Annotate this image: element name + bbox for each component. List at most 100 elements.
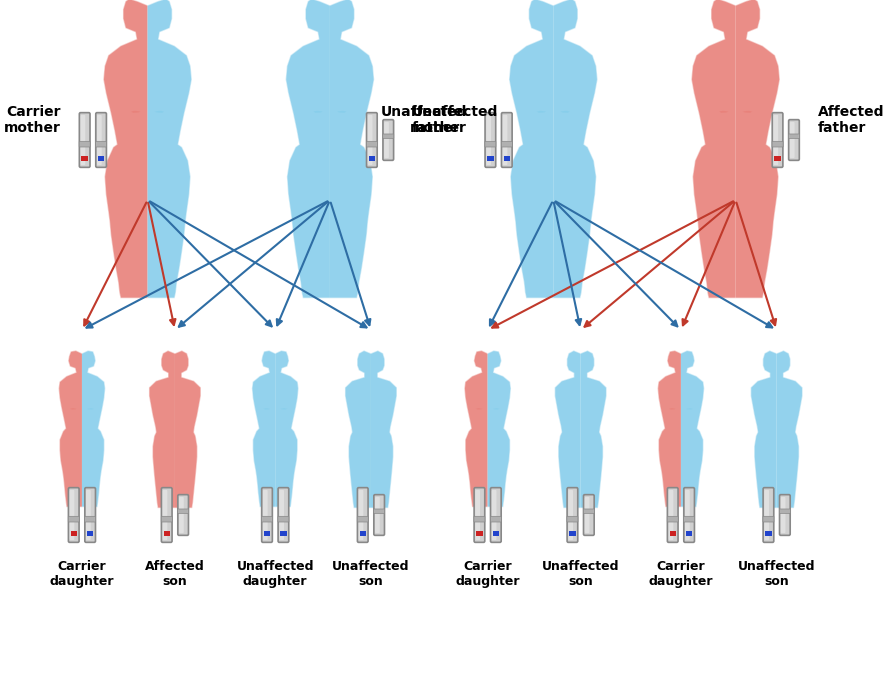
FancyBboxPatch shape bbox=[68, 488, 79, 542]
Polygon shape bbox=[560, 111, 570, 113]
Polygon shape bbox=[330, 0, 374, 298]
Polygon shape bbox=[476, 408, 482, 409]
Polygon shape bbox=[131, 111, 140, 113]
FancyBboxPatch shape bbox=[163, 490, 167, 540]
Bar bbox=[163, 530, 170, 537]
Bar bbox=[70, 530, 77, 537]
FancyBboxPatch shape bbox=[502, 141, 512, 147]
Polygon shape bbox=[553, 0, 598, 298]
FancyBboxPatch shape bbox=[490, 516, 502, 522]
Text: Unaffected
mother: Unaffected mother bbox=[380, 105, 467, 135]
Polygon shape bbox=[509, 0, 553, 298]
Bar bbox=[87, 530, 93, 537]
FancyBboxPatch shape bbox=[278, 516, 289, 522]
FancyBboxPatch shape bbox=[162, 488, 172, 542]
Polygon shape bbox=[719, 111, 728, 113]
Polygon shape bbox=[537, 111, 546, 113]
FancyBboxPatch shape bbox=[178, 509, 188, 514]
FancyBboxPatch shape bbox=[474, 516, 485, 522]
FancyBboxPatch shape bbox=[84, 516, 96, 522]
Bar bbox=[281, 530, 287, 537]
FancyBboxPatch shape bbox=[374, 495, 385, 535]
Text: Affected
son: Affected son bbox=[145, 560, 205, 588]
FancyBboxPatch shape bbox=[368, 115, 372, 165]
Polygon shape bbox=[681, 350, 704, 507]
FancyBboxPatch shape bbox=[96, 141, 107, 147]
FancyBboxPatch shape bbox=[487, 115, 491, 165]
Text: Unaffected
father: Unaffected father bbox=[412, 105, 498, 135]
Polygon shape bbox=[82, 350, 106, 507]
Text: Unaffected
son: Unaffected son bbox=[332, 560, 409, 588]
Bar bbox=[774, 156, 781, 161]
FancyBboxPatch shape bbox=[179, 497, 184, 533]
Polygon shape bbox=[149, 350, 175, 508]
FancyBboxPatch shape bbox=[262, 516, 273, 522]
Polygon shape bbox=[252, 350, 275, 507]
FancyBboxPatch shape bbox=[773, 113, 783, 167]
Bar bbox=[765, 530, 772, 537]
FancyBboxPatch shape bbox=[262, 488, 273, 542]
FancyBboxPatch shape bbox=[684, 488, 694, 542]
Polygon shape bbox=[743, 111, 752, 113]
Bar bbox=[476, 530, 483, 537]
FancyBboxPatch shape bbox=[86, 490, 91, 540]
FancyBboxPatch shape bbox=[81, 115, 85, 165]
Bar bbox=[670, 530, 676, 537]
Bar bbox=[369, 156, 375, 161]
FancyBboxPatch shape bbox=[490, 488, 501, 542]
Polygon shape bbox=[345, 350, 371, 508]
Bar bbox=[488, 156, 494, 161]
FancyBboxPatch shape bbox=[385, 122, 389, 158]
Polygon shape bbox=[264, 408, 270, 409]
FancyBboxPatch shape bbox=[374, 509, 385, 514]
Polygon shape bbox=[493, 408, 499, 409]
FancyBboxPatch shape bbox=[667, 516, 678, 522]
FancyBboxPatch shape bbox=[383, 120, 393, 160]
FancyBboxPatch shape bbox=[584, 497, 590, 533]
Polygon shape bbox=[275, 350, 298, 507]
Polygon shape bbox=[686, 408, 693, 409]
FancyBboxPatch shape bbox=[485, 141, 496, 147]
Polygon shape bbox=[371, 350, 397, 508]
Text: Carrier
daughter: Carrier daughter bbox=[456, 560, 519, 588]
Polygon shape bbox=[735, 0, 780, 298]
FancyBboxPatch shape bbox=[763, 516, 774, 522]
FancyBboxPatch shape bbox=[357, 516, 369, 522]
Polygon shape bbox=[87, 408, 94, 409]
FancyBboxPatch shape bbox=[367, 113, 377, 167]
FancyBboxPatch shape bbox=[684, 516, 694, 522]
FancyBboxPatch shape bbox=[485, 113, 496, 167]
FancyBboxPatch shape bbox=[568, 490, 573, 540]
FancyBboxPatch shape bbox=[474, 488, 485, 542]
Polygon shape bbox=[337, 111, 346, 113]
FancyBboxPatch shape bbox=[367, 141, 377, 147]
FancyBboxPatch shape bbox=[583, 495, 594, 535]
Text: Affected
father: Affected father bbox=[818, 105, 884, 135]
FancyBboxPatch shape bbox=[567, 488, 578, 542]
Polygon shape bbox=[70, 408, 76, 409]
Bar bbox=[98, 156, 104, 161]
FancyBboxPatch shape bbox=[375, 497, 380, 533]
FancyBboxPatch shape bbox=[772, 141, 783, 147]
Text: Unaffected
son: Unaffected son bbox=[542, 560, 620, 588]
Text: Unaffected
daughter: Unaffected daughter bbox=[236, 560, 314, 588]
FancyBboxPatch shape bbox=[79, 141, 91, 147]
FancyBboxPatch shape bbox=[178, 495, 188, 535]
FancyBboxPatch shape bbox=[789, 120, 799, 160]
Polygon shape bbox=[555, 350, 581, 508]
FancyBboxPatch shape bbox=[68, 516, 79, 522]
FancyBboxPatch shape bbox=[765, 490, 769, 540]
FancyBboxPatch shape bbox=[475, 490, 480, 540]
FancyBboxPatch shape bbox=[97, 115, 102, 165]
Polygon shape bbox=[175, 350, 201, 508]
FancyBboxPatch shape bbox=[503, 115, 507, 165]
Polygon shape bbox=[59, 350, 82, 507]
Polygon shape bbox=[581, 350, 607, 508]
FancyBboxPatch shape bbox=[492, 490, 496, 540]
Bar bbox=[503, 156, 510, 161]
FancyBboxPatch shape bbox=[789, 122, 795, 158]
FancyBboxPatch shape bbox=[502, 113, 512, 167]
Polygon shape bbox=[669, 408, 676, 409]
Polygon shape bbox=[777, 350, 803, 508]
Polygon shape bbox=[281, 408, 287, 409]
